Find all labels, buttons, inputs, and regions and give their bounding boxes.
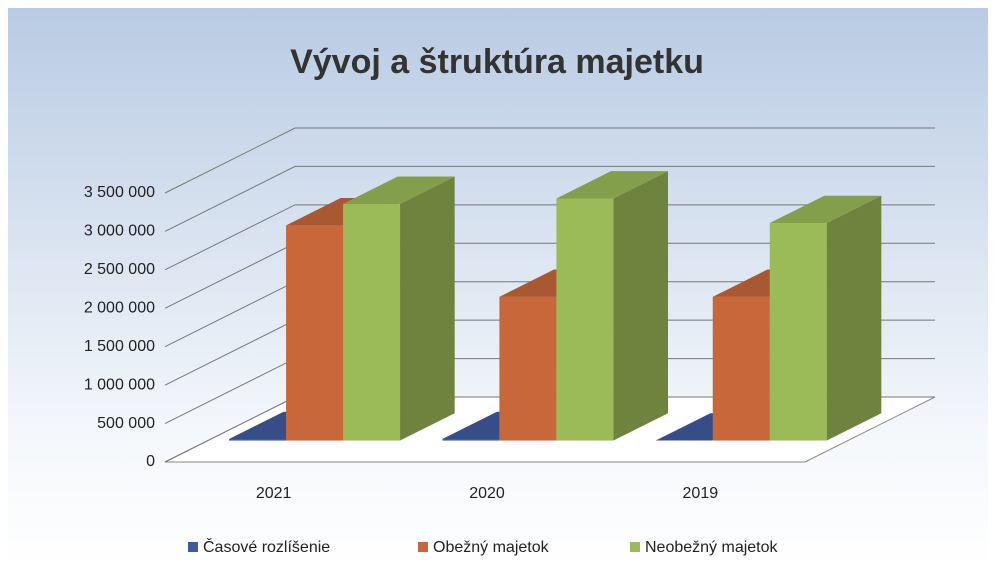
bar-top	[556, 171, 668, 199]
y-tick-label: 3 500 000	[84, 184, 155, 201]
bar-front	[343, 203, 401, 441]
y-tick-label: 2 500 000	[84, 261, 155, 278]
bar-side	[826, 195, 882, 441]
bar-front	[712, 296, 770, 441]
y-tick-label: 1 500 000	[84, 338, 155, 355]
y-tick-label: 1 000 000	[84, 376, 155, 393]
grid-line	[164, 204, 935, 271]
bar-side	[400, 176, 455, 441]
bar-front	[286, 225, 344, 441]
bar-front	[442, 439, 500, 441]
legend-marker	[188, 542, 198, 552]
x-tick-label: 2019	[683, 485, 719, 502]
legend-label: Časové rozlíšenie	[203, 537, 330, 556]
legend-label: Neobežný majetok	[645, 539, 779, 556]
bar-front	[499, 296, 557, 441]
legend-label: Obežný majetok	[433, 539, 550, 556]
bar-side	[613, 171, 668, 441]
grid-line	[164, 165, 935, 232]
x-tick-label: 2021	[256, 485, 292, 502]
y-tick-label: 500 000	[97, 415, 155, 432]
bar-front	[769, 223, 827, 441]
legend-marker	[418, 542, 428, 552]
grid-line	[164, 127, 935, 194]
y-tick-label: 2 000 000	[84, 300, 155, 317]
x-tick-label: 2020	[469, 485, 505, 502]
bar-top	[769, 195, 882, 224]
bar-top	[343, 176, 455, 204]
y-tick-label: 0	[146, 453, 155, 470]
legend-marker	[630, 542, 640, 552]
y-tick-label: 3 000 000	[84, 223, 155, 240]
bar-front	[556, 198, 614, 441]
chart-title: Vývoj a štruktúra majetku	[290, 43, 704, 81]
bar-front	[229, 439, 287, 441]
